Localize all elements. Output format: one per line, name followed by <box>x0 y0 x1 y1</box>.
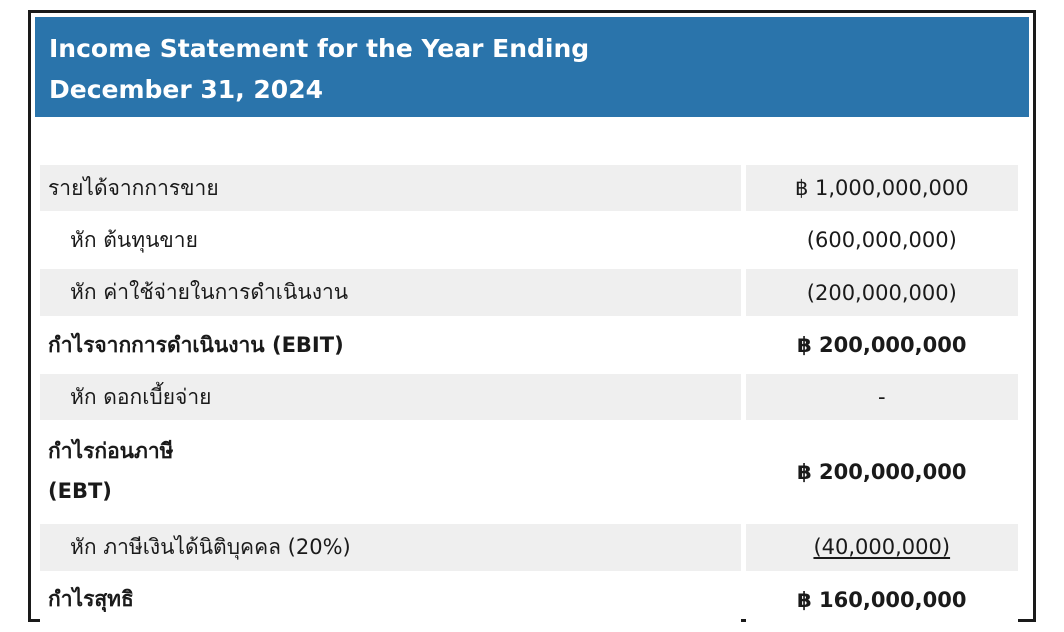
row-value: ฿ 200,000,000 <box>745 319 1018 370</box>
row-value-text: (600,000,000) <box>806 228 957 253</box>
row-label: กำไรก่อนภาษี (EBT) <box>40 424 741 521</box>
table-row: หัก ดอกเบี้ยจ่าย - <box>40 373 1018 421</box>
row-value: ฿ 200,000,000 <box>745 424 1018 521</box>
table-row: รายได้จากการขาย ฿ 1,000,000,000 <box>40 165 1018 212</box>
table-row: กำไรก่อนภาษี (EBT) ฿ 200,000,000 <box>40 424 1018 521</box>
row-label: หัก ภาษีเงินได้นิติบุคคล (20%) <box>40 524 741 571</box>
row-value-text: ฿ 1,000,000,000 <box>794 176 969 201</box>
table-row: หัก ภาษีเงินได้นิติบุคคล (20%) (40,000,0… <box>40 524 1018 571</box>
row-value-text: - <box>877 385 886 410</box>
row-value-text: (200,000,000) <box>806 280 957 305</box>
row-label: กำไรสุทธิ <box>40 574 741 625</box>
row-value-text: (40,000,000) <box>813 535 951 560</box>
row-label: หัก ดอกเบี้ยจ่าย <box>40 373 741 421</box>
row-label: รายได้จากการขาย <box>40 165 741 212</box>
row-value-text: ฿ 200,000,000 <box>797 332 967 357</box>
table-row: หัก ต้นทุนขาย (600,000,000) <box>40 215 1018 266</box>
row-value: (200,000,000) <box>745 269 1018 316</box>
statement-title-line2: December 31, 2024 <box>49 75 323 104</box>
row-value: (40,000,000) <box>745 524 1018 571</box>
statement-title-line1: Income Statement for the Year Ending <box>49 34 590 63</box>
table-row: หัก ค่าใช้จ่ายในการดำเนินงาน (200,000,00… <box>40 269 1018 316</box>
income-statement-table: รายได้จากการขาย ฿ 1,000,000,000 หัก ต้นท… <box>35 161 1023 629</box>
row-label: หัก ต้นทุนขาย <box>40 215 741 266</box>
row-value-text: ฿ 200,000,000 <box>797 460 967 485</box>
income-statement-card: Income Statement for the Year Ending Dec… <box>28 10 1036 625</box>
statement-header-banner: Income Statement for the Year Ending Dec… <box>35 17 1029 117</box>
income-statement-rows: รายได้จากการขาย ฿ 1,000,000,000 หัก ต้นท… <box>40 165 1018 625</box>
row-label: หัก ค่าใช้จ่ายในการดำเนินงาน <box>40 269 741 316</box>
row-value: ฿ 160,000,000 <box>745 574 1018 625</box>
table-row: กำไรสุทธิ ฿ 160,000,000 <box>40 574 1018 625</box>
row-value: ฿ 1,000,000,000 <box>745 165 1018 212</box>
row-value: (600,000,000) <box>745 215 1018 266</box>
row-value: - <box>745 373 1018 421</box>
row-label: กำไรจากการดำเนินงาน (EBIT) <box>40 319 741 370</box>
row-value-text: ฿ 160,000,000 <box>797 587 967 612</box>
table-row: กำไรจากการดำเนินงาน (EBIT) ฿ 200,000,000 <box>40 319 1018 370</box>
